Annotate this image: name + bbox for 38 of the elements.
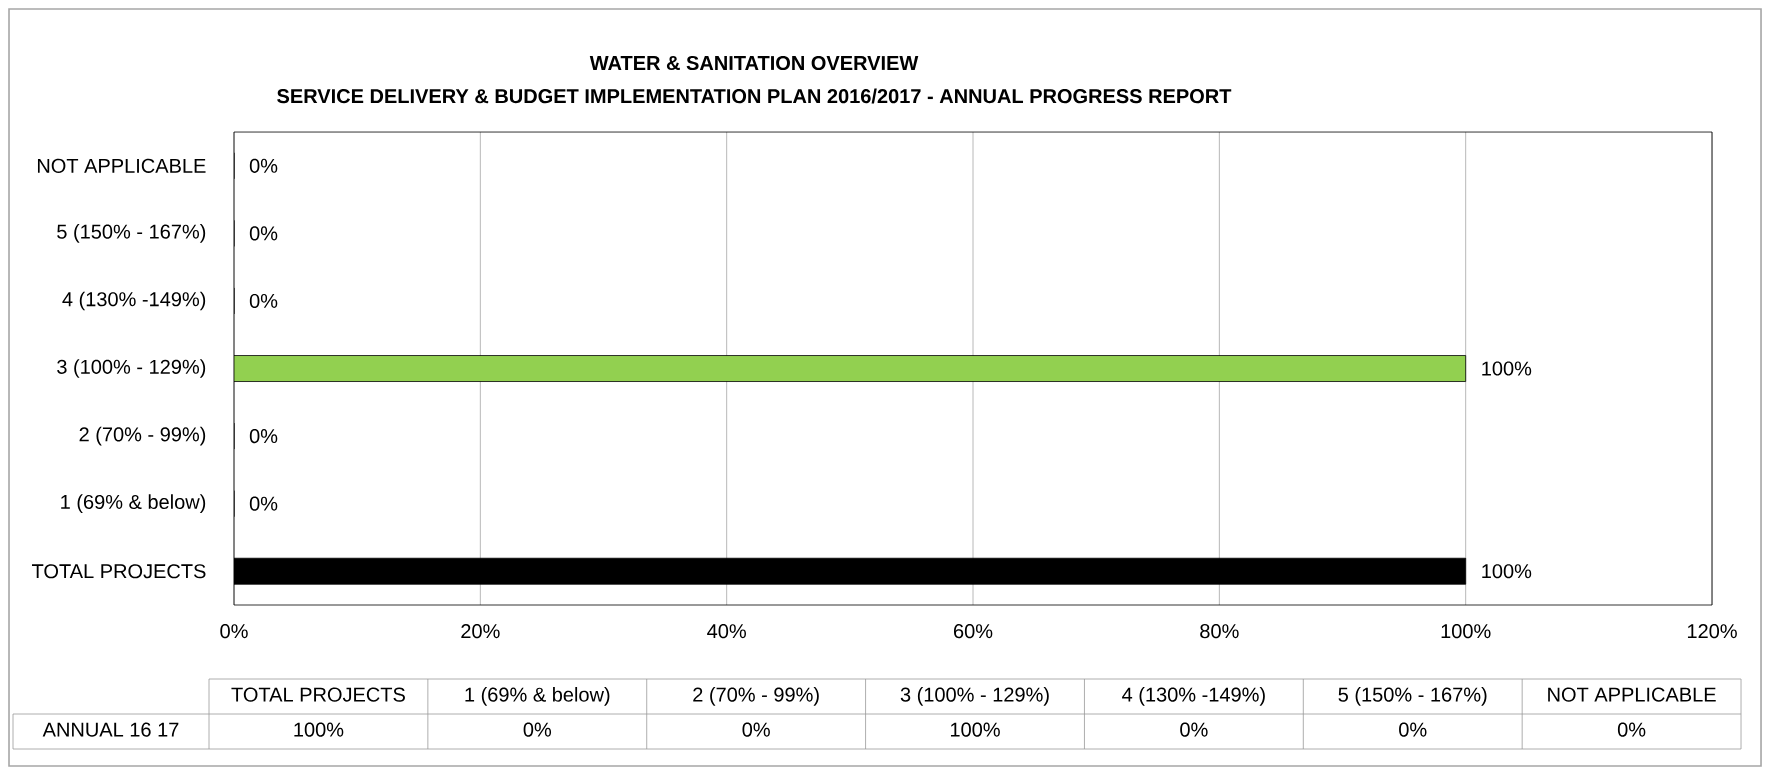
y-tick-label: 5 (150% - 167%): [57, 224, 206, 243]
text: 0%: [1399, 722, 1427, 737]
x-tick-label: 120%: [1687, 624, 1737, 639]
category-label: 3 (100% - 129%): [900, 687, 1049, 706]
chart-title: WATER & SANITATION OVERVIEW: [589, 55, 919, 71]
text: ANNUAL 16 17: [42, 722, 179, 737]
text: 0%: [1180, 722, 1208, 737]
category-label: NOT APPLICABLE: [1548, 687, 1716, 702]
category-label: 1 (69% & below): [465, 687, 610, 706]
x-tick-label: 60%: [954, 624, 993, 639]
x-tick-label: 20%: [461, 624, 500, 639]
y-tick-label: 4 (130% -149%): [62, 291, 206, 311]
y-tick-label: 1 (69% & below): [61, 494, 206, 513]
category-label: TOTAL PROJECTS: [231, 687, 405, 702]
text: 0%: [1617, 722, 1646, 737]
x-tick-label: 80%: [1200, 624, 1239, 639]
text: 0%: [523, 722, 552, 737]
data-label: 100%: [1482, 361, 1532, 376]
y-tick-label: 2 (70% - 99%): [79, 426, 206, 446]
data-label: 0%: [249, 496, 278, 511]
text: 0%: [742, 722, 770, 737]
y-tick-label: 3 (100% - 129%): [57, 359, 206, 378]
data-label: 0%: [249, 293, 278, 309]
x-tick-label: 100%: [1441, 624, 1491, 639]
y-tick-label: NOT APPLICABLE: [37, 158, 206, 173]
data-label: 0%: [249, 226, 278, 241]
x-tick-label: 0%: [220, 624, 248, 639]
category-label: 4 (130% -149%): [1122, 687, 1265, 706]
text: 100%: [950, 722, 1000, 737]
data-label: 100%: [1482, 564, 1532, 579]
category-label: 5 (150% - 167%): [1338, 687, 1487, 706]
data-label: 0%: [249, 429, 278, 444]
category-label: 2 (70% - 99%): [693, 687, 819, 706]
x-tick-label: 40%: [707, 624, 746, 639]
text: 100%: [294, 722, 344, 737]
y-tick-label: TOTAL PROJECTS: [32, 564, 206, 579]
data-label: 0%: [249, 158, 278, 173]
chart-subtitle: SERVICE DELIVERY & BUDGET IMPLEMENTATION PLAN 2016/2017 - ANNUAL PROGRESS REPORT: [277, 88, 1232, 104]
